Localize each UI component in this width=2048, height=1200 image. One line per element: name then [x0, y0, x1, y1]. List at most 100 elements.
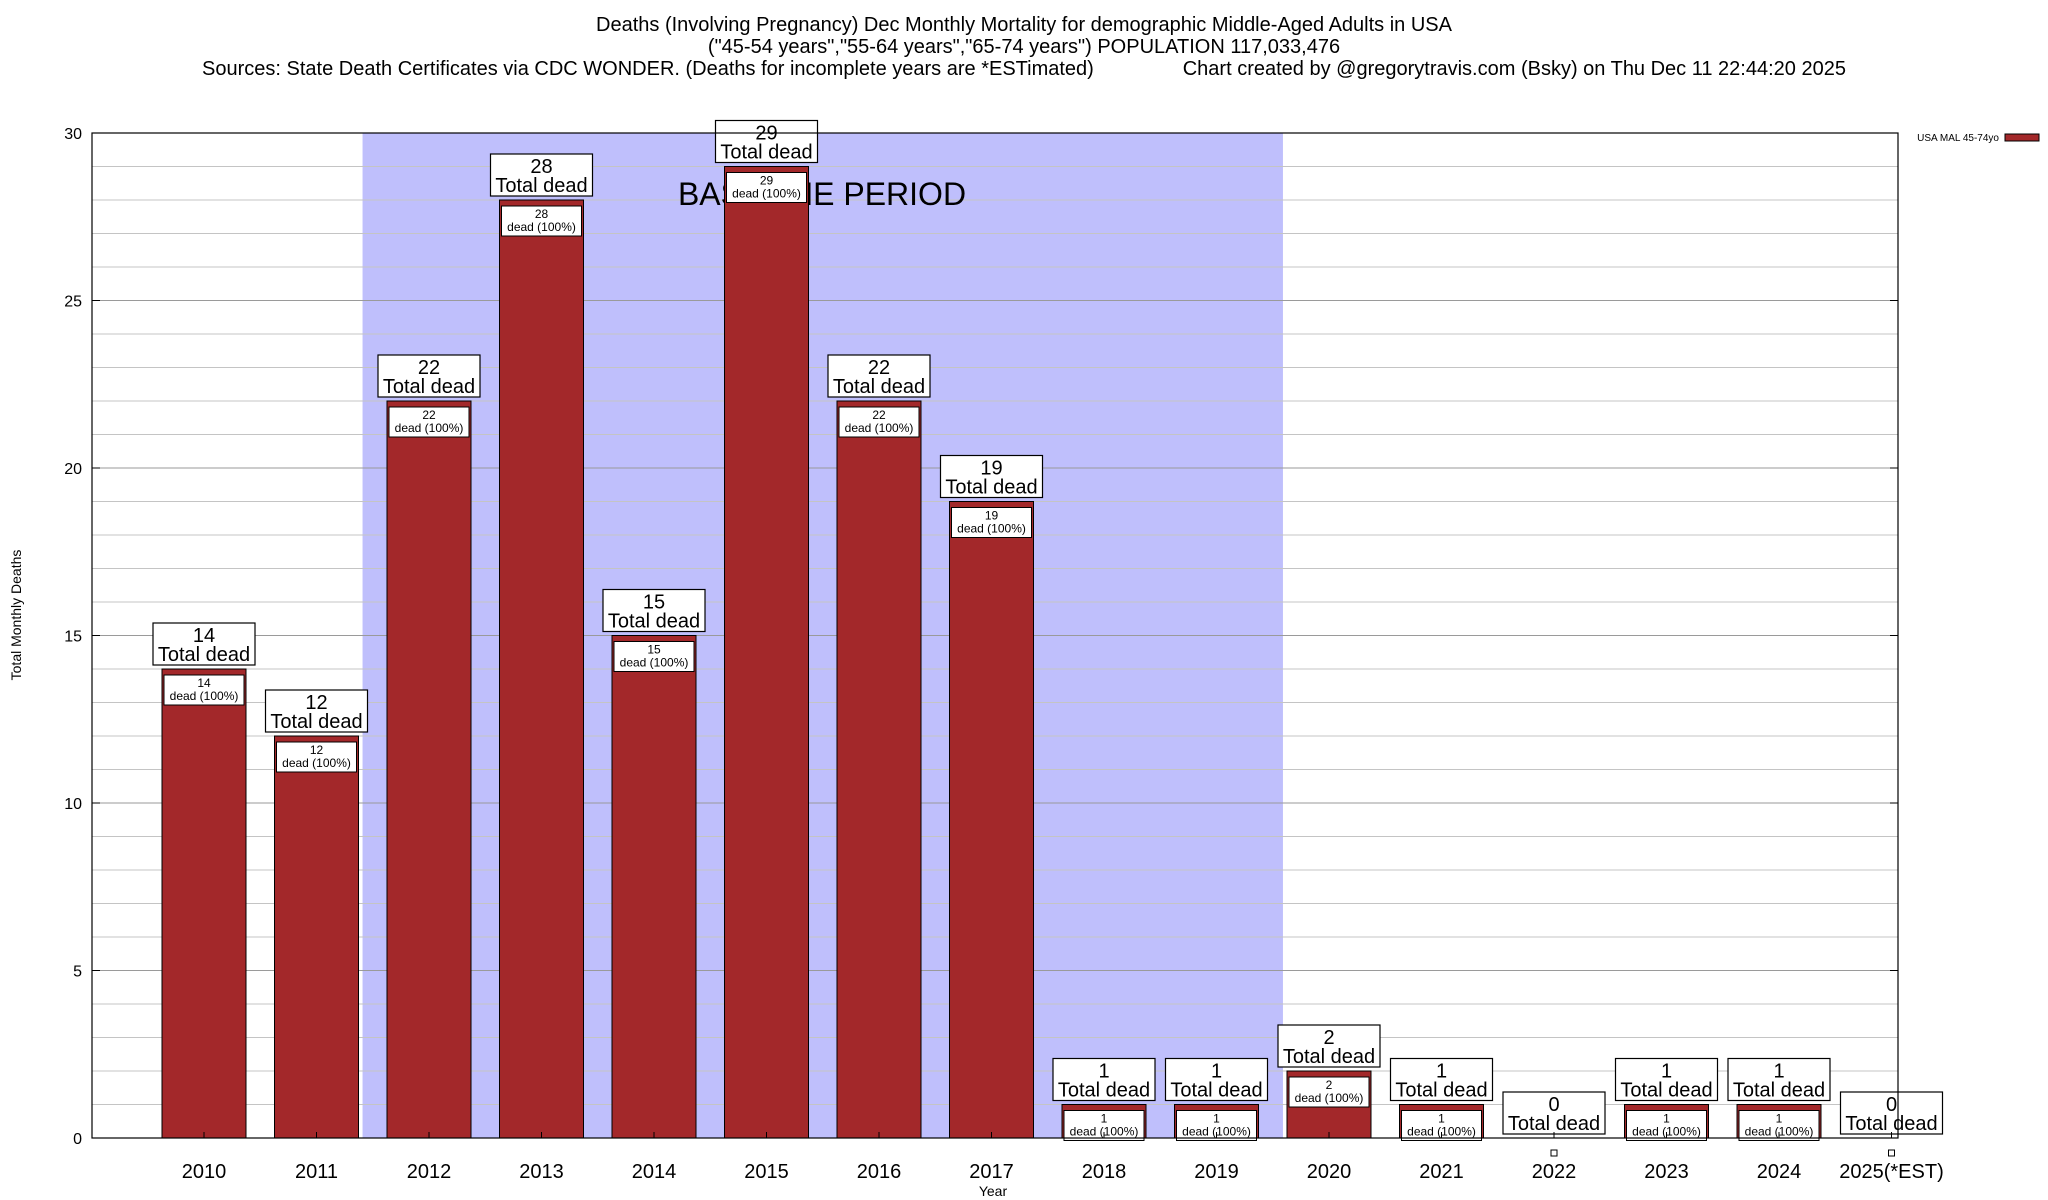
bar	[836, 400, 922, 1139]
x-tick-label: 2019	[1194, 1161, 1239, 1183]
bar-inner-value: 14	[197, 676, 211, 690]
total-label-box	[714, 119, 819, 164]
x-tick-label: 2021	[1419, 1161, 1464, 1183]
total-dead-label: Total dead	[158, 644, 250, 666]
total-label-box	[264, 689, 369, 733]
total-value-label: 2	[1323, 1027, 1334, 1049]
total-dead-label: Total dead	[720, 142, 812, 164]
total-value-label: 1	[1773, 1061, 1784, 1083]
bar-inner-label-box	[388, 406, 470, 438]
total-value-label: 1	[1661, 1061, 1672, 1083]
chart-subtitle: ("45-54 years","55-64 years","65-74 year…	[707, 36, 1341, 58]
total-label-box	[1277, 1024, 1381, 1068]
bar-inner-value: 1	[1101, 1112, 1108, 1126]
total-label-box	[377, 354, 481, 398]
total-label-box	[489, 153, 594, 197]
bar-inner-label-box	[501, 205, 582, 237]
x-tick-label: 2016	[857, 1161, 902, 1183]
total-dead-label: Total dead	[1508, 1113, 1600, 1135]
total-label-box	[602, 588, 706, 633]
bar-inner-label: dead (100%)	[620, 656, 689, 670]
bar-inner-value: 15	[647, 643, 661, 657]
total-dead-label: Total dead	[1283, 1046, 1375, 1068]
y-tick-label: 5	[73, 964, 82, 981]
bar	[161, 668, 247, 1139]
total-dead-label: Total dead	[833, 376, 925, 398]
total-dead-label: Total dead	[1395, 1080, 1487, 1102]
total-label-box	[1052, 1057, 1156, 1102]
total-value-label: 28	[530, 156, 552, 178]
total-value-label: 22	[868, 357, 890, 379]
x-tick-label: 2024	[1757, 1161, 1802, 1183]
chart-credit: Chart created by @gregorytravis.com (Bsk…	[1182, 58, 1846, 80]
total-value-label: 0	[1886, 1094, 1897, 1116]
bar-inner-value: 22	[872, 408, 886, 422]
total-value-label: 0	[1548, 1094, 1559, 1116]
chart-sources-credit: Sources: State Death Certificates via CD…	[0, 58, 2048, 80]
chart-title-block: Deaths (Involving Pregnancy) Dec Monthly…	[0, 14, 2048, 80]
total-label-box	[1614, 1057, 1719, 1102]
bar-inner-value: 12	[310, 743, 324, 757]
baseline-label: BASELINE PERIOD	[678, 176, 966, 212]
zero-marker	[1888, 1149, 1895, 1157]
total-label-box	[1389, 1057, 1494, 1102]
total-label-box	[939, 454, 1044, 499]
total-dead-label: Total dead	[495, 175, 587, 197]
total-value-label: 1	[1436, 1061, 1447, 1083]
x-tick-label: 2023	[1644, 1161, 1689, 1183]
total-label-box	[1164, 1057, 1269, 1102]
x-axis-label: Year	[979, 1183, 1008, 1199]
bar	[274, 735, 359, 1139]
total-dead-label: Total dead	[608, 611, 700, 633]
bar-inner-label-box	[276, 741, 357, 773]
total-value-label: 19	[980, 458, 1002, 480]
total-dead-label: Total dead	[1058, 1080, 1150, 1102]
y-tick-label: 0	[73, 1131, 82, 1148]
x-tick-label: 2013	[519, 1161, 564, 1183]
legend-swatch	[2004, 133, 2040, 142]
bar-inner-value: 22	[422, 408, 436, 422]
bar-inner-label-box	[1288, 1076, 1370, 1108]
total-value-label: 1	[1211, 1061, 1222, 1083]
bar-inner-label-box	[613, 641, 695, 672]
bar-inner-value: 19	[985, 509, 999, 523]
y-tick-label: 15	[64, 629, 82, 646]
bar-inner-label-box	[838, 406, 920, 438]
total-value-label: 15	[643, 592, 665, 614]
bar-inner-label: dead (100%)	[170, 689, 239, 703]
y-tick-label: 25	[64, 294, 82, 311]
x-tick-label: 2014	[632, 1161, 677, 1183]
bar-inner-label: dead (100%)	[732, 187, 801, 201]
y-axis-label: Total Monthly Deaths	[8, 550, 24, 681]
x-tick-label: 2025(*EST)	[1839, 1161, 1944, 1183]
bar-inner-value: 1	[1663, 1112, 1670, 1126]
bar-inner-value: 29	[760, 174, 774, 188]
total-label-box	[1839, 1091, 1944, 1135]
bar-inner-label: dead (100%)	[282, 756, 351, 770]
bar	[611, 635, 697, 1139]
bar	[949, 501, 1034, 1139]
bar-inner-value: 1	[1776, 1112, 1783, 1126]
bar-inner-label: dead (100%)	[1745, 1125, 1814, 1139]
total-value-label: 1	[1098, 1061, 1109, 1083]
bar-inner-label: dead (100%)	[845, 421, 914, 435]
x-tick-label: 2022	[1532, 1161, 1577, 1183]
bar-inner-label: dead (100%)	[1632, 1125, 1701, 1139]
bar-inner-label: dead (100%)	[1070, 1125, 1139, 1139]
chart-title: Deaths (Involving Pregnancy) Dec Monthly…	[596, 14, 1452, 36]
legend-label: USA MAL 45-74yo	[1917, 133, 1999, 144]
y-tick-label: 20	[64, 461, 82, 478]
zero-marker	[1550, 1149, 1558, 1157]
x-tick-label: 2015	[744, 1161, 789, 1183]
